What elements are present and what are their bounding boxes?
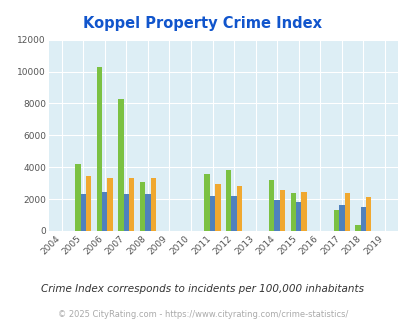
- Bar: [236, 185, 241, 231]
- Bar: [102, 192, 107, 231]
- Bar: [129, 178, 134, 231]
- Bar: [231, 196, 236, 231]
- Bar: [226, 170, 231, 231]
- Bar: [360, 207, 365, 231]
- Bar: [333, 210, 338, 231]
- Bar: [279, 189, 285, 231]
- Bar: [215, 184, 220, 231]
- Bar: [96, 67, 102, 231]
- Bar: [75, 164, 80, 231]
- Bar: [209, 196, 215, 231]
- Bar: [290, 193, 295, 231]
- Bar: [150, 178, 156, 231]
- Text: © 2025 CityRating.com - https://www.cityrating.com/crime-statistics/: © 2025 CityRating.com - https://www.city…: [58, 310, 347, 319]
- Bar: [145, 193, 150, 231]
- Bar: [365, 197, 371, 231]
- Bar: [354, 225, 360, 231]
- Bar: [80, 193, 86, 231]
- Bar: [123, 193, 129, 231]
- Bar: [295, 202, 301, 231]
- Bar: [338, 205, 344, 231]
- Bar: [269, 180, 274, 231]
- Bar: [344, 193, 349, 231]
- Bar: [204, 174, 209, 231]
- Bar: [86, 176, 91, 231]
- Text: Koppel Property Crime Index: Koppel Property Crime Index: [83, 16, 322, 31]
- Bar: [139, 182, 145, 231]
- Bar: [301, 192, 306, 231]
- Bar: [118, 99, 123, 231]
- Bar: [274, 200, 279, 231]
- Text: Crime Index corresponds to incidents per 100,000 inhabitants: Crime Index corresponds to incidents per…: [41, 284, 364, 294]
- Bar: [107, 178, 113, 231]
